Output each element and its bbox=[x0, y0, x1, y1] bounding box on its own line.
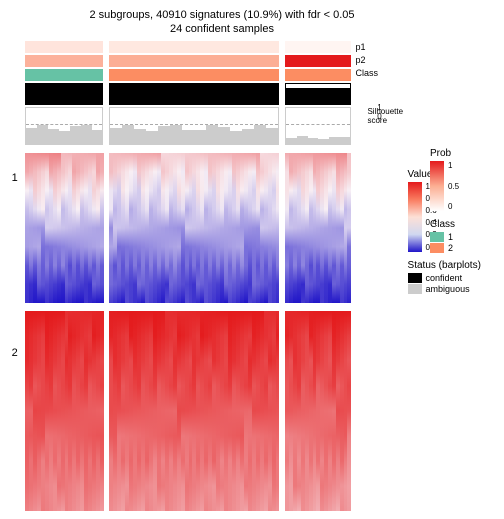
anno-class-panel-1 bbox=[109, 69, 279, 81]
anno-class-panel-0 bbox=[25, 69, 103, 81]
heat1-panel-1 bbox=[109, 153, 279, 303]
title-line-1: 2 subgroups, 40910 signatures (10.9%) wi… bbox=[0, 8, 496, 22]
heat2-panel-2 bbox=[285, 311, 351, 511]
class-legend-title: Class bbox=[430, 219, 490, 230]
p1-label: p1 bbox=[355, 41, 403, 53]
heat2-panel-0 bbox=[25, 311, 103, 511]
silhouette-panel-0 bbox=[25, 107, 103, 145]
prob-legend-title: Prob bbox=[430, 148, 490, 159]
value-gradient bbox=[408, 182, 422, 252]
heatmap-area bbox=[25, 41, 351, 511]
anno-p2-panel-1 bbox=[109, 55, 279, 67]
row-cluster-labels: 1 2 bbox=[8, 41, 21, 511]
legend-item: 2 bbox=[430, 243, 490, 253]
anno-p1-panel-2 bbox=[285, 41, 351, 53]
p2-label: p2 bbox=[355, 54, 403, 66]
anno-status-panel-2 bbox=[285, 83, 351, 105]
heat2-panel-1 bbox=[109, 311, 279, 511]
track-labels: p1 p2 Class 1 Silhouette score 0 bbox=[355, 41, 403, 511]
prob-gradient bbox=[430, 161, 444, 211]
anno-p1-panel-0 bbox=[25, 41, 103, 53]
title-line-2: 24 confident samples bbox=[0, 22, 496, 36]
cluster-1-label: 1 bbox=[8, 103, 21, 253]
legends: Value 10.80.60.40.20 Status (barplots) c… bbox=[408, 41, 496, 511]
silhouette-panel-2 bbox=[285, 107, 351, 145]
legend-item: confident bbox=[408, 273, 496, 283]
silhouette-panel-1 bbox=[109, 107, 279, 145]
anno-p1-panel-1 bbox=[109, 41, 279, 53]
legend-item: ambiguous bbox=[408, 284, 496, 294]
legend-item: 1 bbox=[430, 232, 490, 242]
anno-p2-panel-2 bbox=[285, 55, 351, 67]
anno-p2-panel-0 bbox=[25, 55, 103, 67]
cluster-2-label: 2 bbox=[8, 253, 21, 453]
anno-status-panel-0 bbox=[25, 83, 103, 105]
silhouette-label: 1 Silhouette score 0 bbox=[355, 103, 403, 115]
heat1-panel-0 bbox=[25, 153, 103, 303]
class-label: Class bbox=[355, 67, 403, 79]
status-legend-title: Status (barplots) bbox=[408, 260, 496, 271]
heat1-panel-2 bbox=[285, 153, 351, 303]
anno-status-panel-1 bbox=[109, 83, 279, 105]
anno-class-panel-2 bbox=[285, 69, 351, 81]
chart-title: 2 subgroups, 40910 signatures (10.9%) wi… bbox=[0, 8, 496, 37]
